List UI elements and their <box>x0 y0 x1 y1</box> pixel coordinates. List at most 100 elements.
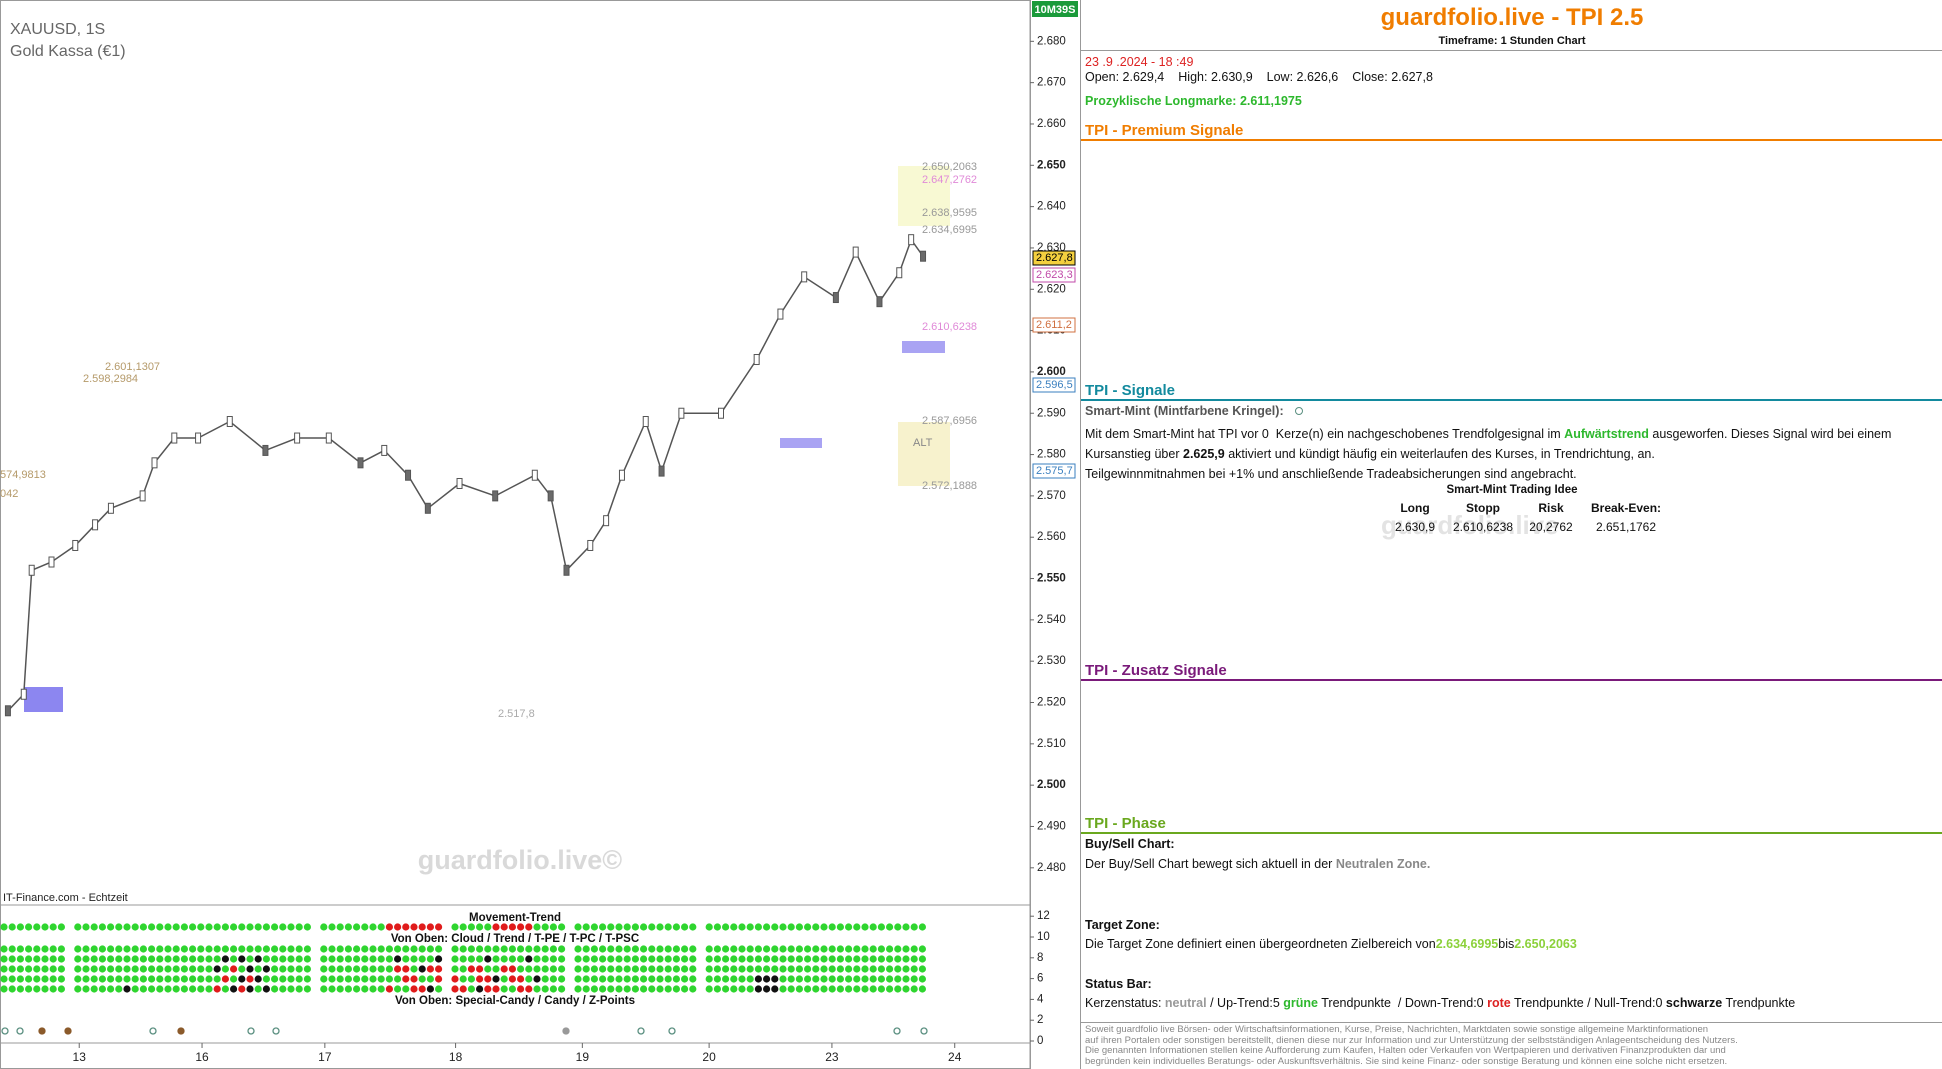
status-dot <box>377 945 385 953</box>
status-dot <box>623 975 631 983</box>
status-dot <box>484 985 492 993</box>
status-dot <box>33 985 41 993</box>
z-point <box>177 1027 185 1035</box>
status-dot <box>205 965 213 973</box>
status-dot <box>787 955 795 963</box>
status-dot <box>541 985 549 993</box>
status-dot <box>230 945 238 953</box>
status-dot <box>156 975 164 983</box>
timer: 10M39S <box>1035 4 1076 16</box>
price-tag: 2.611,2 <box>1036 319 1072 331</box>
status-dots <box>0 923 928 1035</box>
status-dot <box>74 945 82 953</box>
x-tick-label: 20 <box>702 1050 716 1064</box>
z-point <box>893 1027 901 1035</box>
status-dot <box>394 985 402 993</box>
status-dot <box>0 965 8 973</box>
status-dot <box>795 965 804 973</box>
status-dot <box>295 923 303 931</box>
status-dot <box>861 945 869 953</box>
status-dot <box>582 923 590 931</box>
candle <box>642 416 649 428</box>
y-tick-label: 2.680 <box>1037 35 1066 47</box>
status-dot <box>648 955 656 963</box>
status-dot <box>845 965 853 973</box>
status-dot <box>303 965 311 973</box>
status-dot <box>640 975 648 983</box>
status-dot <box>402 923 410 931</box>
status-dot <box>57 945 65 953</box>
status-dot <box>558 985 566 993</box>
status-dot <box>336 985 344 993</box>
candle <box>325 432 332 444</box>
status-dot <box>164 985 172 993</box>
status-dot <box>689 945 697 953</box>
status-dot <box>910 965 918 973</box>
status-dot <box>123 945 131 953</box>
line: Die genannten Informationen stellen kein… <box>1085 1045 1726 1056</box>
status-dot <box>623 985 631 993</box>
section-title: TPI - Phase <box>1085 815 1166 832</box>
status-dot <box>689 955 697 963</box>
status-dot <box>279 945 287 953</box>
status-dot <box>180 945 188 953</box>
status-dot <box>131 965 139 973</box>
rule <box>1081 399 1942 401</box>
ohlc: Open: 2.629,4 High: 2.630,9 Low: 2.626,6 Cl… <box>1085 70 1433 84</box>
status-dot <box>8 985 16 993</box>
status-dot <box>394 965 402 973</box>
z-point <box>272 1027 280 1035</box>
candle <box>718 407 724 419</box>
status-dot <box>336 923 344 931</box>
status-dot <box>246 923 254 931</box>
status-dot <box>164 945 172 953</box>
status-dot <box>525 923 533 931</box>
status-dot <box>459 923 467 931</box>
y-tick-label: 2.490 <box>1037 821 1066 833</box>
status-dot <box>590 923 599 931</box>
status-dot <box>328 965 336 973</box>
source: IT-Finance.com - Echtzeit <box>3 892 128 904</box>
status-dot <box>484 965 492 973</box>
status-dot <box>410 945 418 953</box>
status-dot <box>484 955 492 963</box>
td: 2.630,9 <box>1394 520 1436 534</box>
status-dot <box>107 985 115 993</box>
status-dot <box>664 985 672 993</box>
status-dot <box>894 975 902 983</box>
x-tick-label: 24 <box>948 1050 962 1064</box>
status-dot <box>279 955 287 963</box>
status-dot <box>90 923 98 931</box>
status-dot <box>279 923 287 931</box>
status-dot <box>287 985 295 993</box>
candle <box>801 271 808 283</box>
status-dot <box>918 945 927 953</box>
status-dot <box>779 975 787 983</box>
status-dot <box>599 985 607 993</box>
status-dot <box>344 975 352 983</box>
status-dot <box>205 985 213 993</box>
status-dot <box>344 955 352 963</box>
status-dot <box>164 923 172 931</box>
label: Low: <box>1266 70 1294 84</box>
indicator-title: Movement-Trend <box>469 912 561 924</box>
status-dot <box>361 965 369 973</box>
status-dot <box>148 945 156 953</box>
status-dot <box>246 965 254 973</box>
status-dot <box>730 945 738 953</box>
disclaimer: Soweit guardfolio live Börsen- oder Wirt… <box>1085 1024 1738 1067</box>
status-dot <box>377 955 385 963</box>
status-dot <box>845 945 853 953</box>
status-dot <box>845 975 853 983</box>
status-dot <box>476 985 484 993</box>
date: 23 .9 .2024 - 18 :49 <box>1085 55 1194 69</box>
status-dot <box>623 923 631 931</box>
status-dot <box>648 975 656 983</box>
label: Open: <box>1085 70 1120 84</box>
candle <box>603 515 610 527</box>
status-dot <box>861 965 869 973</box>
status-dot <box>262 965 270 973</box>
status-dot <box>467 955 475 963</box>
status-dot <box>49 985 57 993</box>
status-dot <box>467 923 475 931</box>
